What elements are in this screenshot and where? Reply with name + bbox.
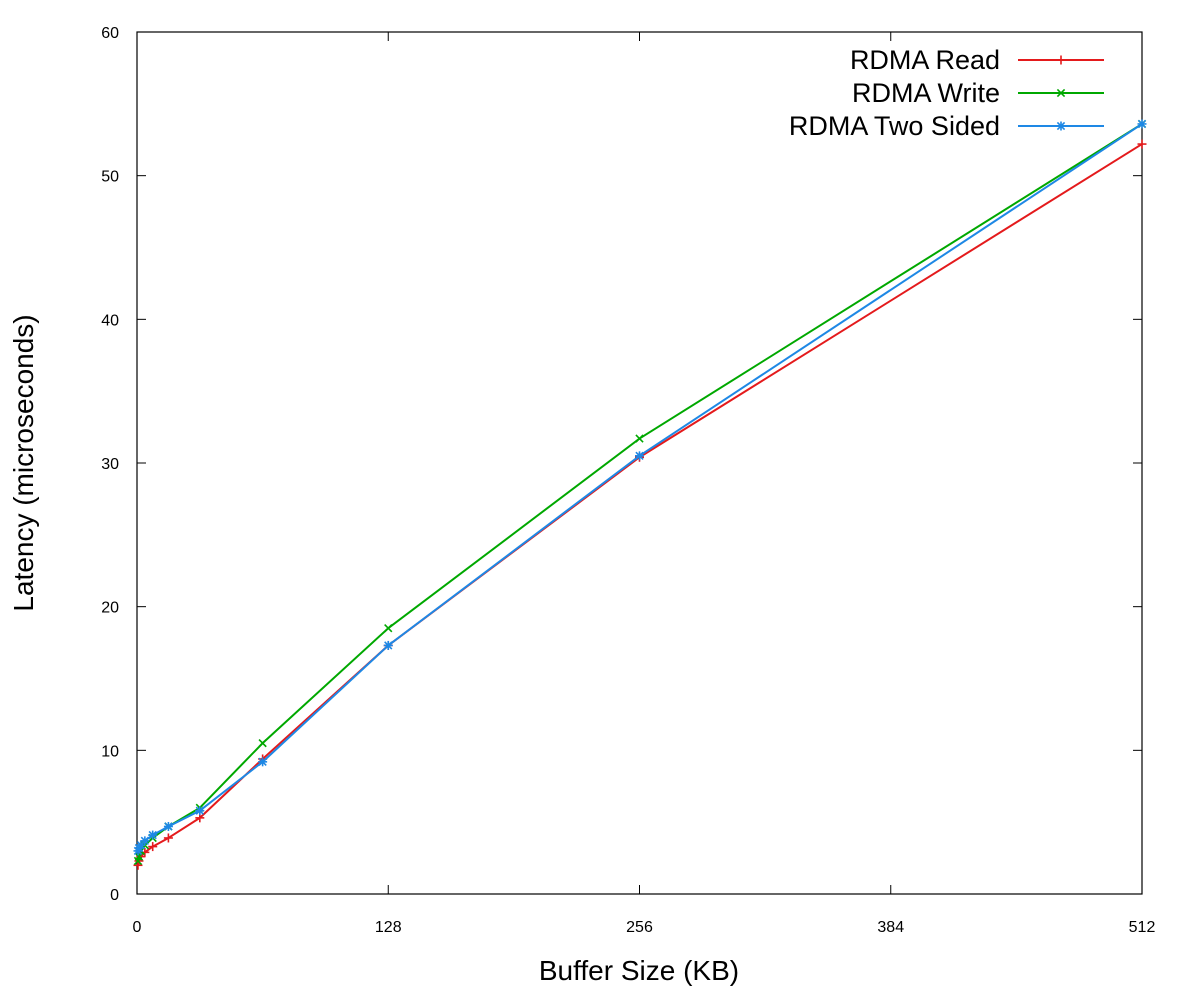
x-tick-label: 384: [877, 919, 904, 936]
axis-ticks: 0 128 256 384 512 0 10 20 30 40 50 60: [101, 25, 1155, 936]
data-point-rdma-write: [384, 624, 393, 633]
data-point-rdma-two-sided: [258, 757, 268, 767]
plot-frame: [136, 31, 1143, 895]
x-axis-label: Buffer Size (KB): [539, 955, 739, 986]
data-point-rdma-read: [1137, 139, 1147, 149]
series-layer: [133, 119, 1147, 870]
y-tick-label: 60: [101, 25, 119, 42]
y-tick: 60: [101, 25, 1142, 42]
data-point-rdma-two-sided: [148, 830, 158, 840]
data-point-rdma-two-sided: [163, 821, 173, 831]
y-tick: 50: [101, 169, 1142, 186]
data-point-rdma-read: [163, 833, 173, 843]
series-line-rdma-two-sided: [137, 123, 1143, 852]
series-line-rdma-write: [137, 123, 1143, 862]
legend-label: RDMA Two Sided: [789, 111, 1000, 141]
x-tick-label: 512: [1129, 919, 1156, 936]
x-tick: 256: [626, 32, 653, 936]
y-tick: 0: [110, 887, 1142, 904]
x-tick: 512: [1129, 32, 1156, 936]
x-tick-label: 256: [626, 919, 653, 936]
x-tick: 0: [133, 32, 142, 936]
data-point-rdma-read: [133, 860, 143, 870]
legend-item-rdma-two-sided: RDMA Two Sided: [789, 111, 1104, 141]
legend-marker: [1056, 55, 1066, 65]
legend-marker: [1056, 121, 1066, 131]
data-point-rdma-two-sided: [195, 806, 205, 816]
y-tick-label: 0: [110, 887, 119, 904]
y-tick-label: 20: [101, 600, 119, 617]
x-tick-label: 0: [133, 919, 142, 936]
data-point-rdma-two-sided: [140, 836, 150, 846]
legend-item-rdma-write: RDMA Write: [852, 78, 1104, 108]
x-tick-label: 128: [375, 919, 402, 936]
data-point-rdma-two-sided: [1137, 119, 1147, 129]
x-tick: 384: [877, 32, 904, 936]
y-tick-label: 40: [101, 312, 119, 329]
series-rdma-read: [133, 139, 1147, 870]
data-point-rdma-two-sided: [383, 640, 393, 650]
legend-marker: [1056, 88, 1066, 98]
legend-item-rdma-read: RDMA Read: [850, 45, 1104, 75]
x-tick: 128: [375, 32, 402, 936]
series-rdma-write: [133, 119, 1147, 866]
y-tick-label: 50: [101, 169, 119, 186]
legend-label: RDMA Write: [852, 78, 1000, 108]
series-line-rdma-read: [137, 143, 1143, 866]
y-tick: 40: [101, 312, 1142, 329]
data-point-rdma-two-sided: [635, 451, 644, 461]
y-tick: 10: [101, 743, 1142, 760]
data-point-rdma-write: [635, 434, 644, 443]
y-tick-label: 10: [101, 743, 119, 760]
y-axis-label: Latency (microseconds): [8, 314, 39, 611]
y-tick: 30: [101, 456, 1142, 473]
y-tick-label: 30: [101, 456, 119, 473]
data-point-rdma-write: [258, 738, 267, 748]
y-tick: 20: [101, 600, 1142, 617]
data-point-rdma-read: [148, 842, 158, 852]
legend-label: RDMA Read: [850, 45, 1000, 75]
series-rdma-two-sided: [133, 119, 1147, 856]
